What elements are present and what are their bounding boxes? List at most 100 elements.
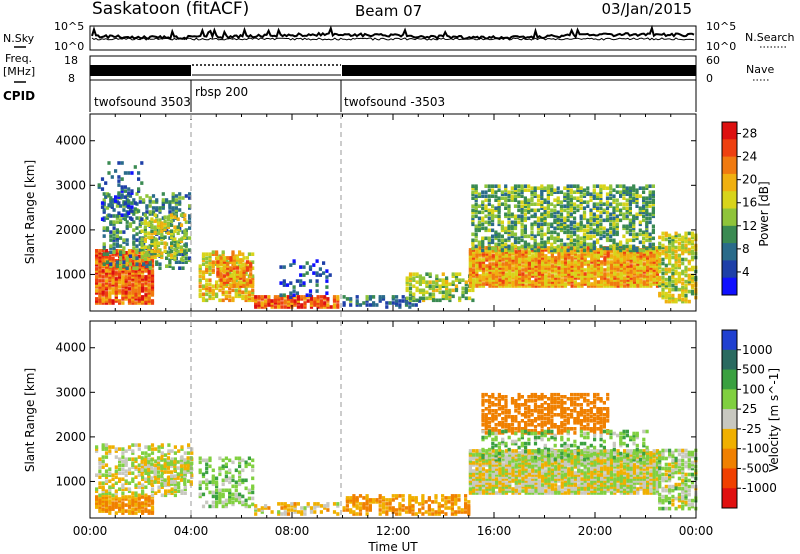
echo-cell xyxy=(534,272,538,276)
echo-cell xyxy=(270,305,274,309)
echo-cell xyxy=(309,508,314,512)
echo-cell xyxy=(527,206,531,210)
echo-cell xyxy=(533,186,537,190)
echo-cell xyxy=(642,206,646,210)
echo-cell xyxy=(497,220,501,225)
echo-cell xyxy=(117,175,121,179)
echo-cell xyxy=(154,477,158,481)
echo-cell xyxy=(589,242,593,247)
echo-cell xyxy=(241,494,245,499)
echo-cell xyxy=(98,265,102,269)
echo-cell xyxy=(365,303,369,307)
echo-cell xyxy=(127,251,132,255)
echo-cell xyxy=(510,212,514,217)
echo-cell xyxy=(580,248,584,252)
echo-cell xyxy=(123,217,127,221)
echo-cell xyxy=(153,249,157,254)
echo-cell xyxy=(134,277,138,281)
echo-cell xyxy=(140,253,144,258)
echo-cell xyxy=(504,258,509,262)
echo-cell xyxy=(531,250,535,254)
echo-cell xyxy=(684,237,688,242)
echo-cell xyxy=(668,283,672,288)
echo-cell xyxy=(477,192,481,196)
echo-cell xyxy=(590,256,594,260)
echo-cell xyxy=(589,192,593,196)
echo-cell xyxy=(451,280,455,284)
echo-cell xyxy=(101,473,105,477)
echo-cell xyxy=(498,250,502,254)
echo-cell xyxy=(134,511,138,515)
echo-cell xyxy=(95,259,99,263)
echo-cell xyxy=(612,206,616,210)
echo-cell xyxy=(132,236,136,240)
echo-cell xyxy=(134,279,138,283)
echo-cell xyxy=(114,253,118,257)
echo-cell xyxy=(648,184,652,188)
echo-cell xyxy=(664,285,668,290)
echo-cell xyxy=(484,236,488,241)
echo-cell xyxy=(158,262,162,266)
echo-cell xyxy=(418,274,422,278)
echo-cell xyxy=(583,278,587,282)
echo-cell xyxy=(559,204,564,208)
echo-cell xyxy=(267,297,271,301)
echo-cell xyxy=(215,250,219,254)
echo-cell xyxy=(242,280,246,284)
echo-cell xyxy=(623,276,627,280)
echo-cell xyxy=(349,297,353,301)
echo-cell xyxy=(144,277,148,281)
echo-cell xyxy=(141,279,145,283)
echo-cell xyxy=(166,221,170,225)
echo-cell xyxy=(553,218,557,223)
echo-cell xyxy=(144,479,148,483)
echo-cell xyxy=(491,208,495,213)
echo-cell xyxy=(500,248,504,253)
echo-cell xyxy=(521,272,525,276)
echo-cell xyxy=(251,486,255,491)
echo-cell xyxy=(247,456,251,461)
echo-cell xyxy=(536,232,541,237)
echo-cell xyxy=(98,261,102,265)
echo-cell xyxy=(537,278,541,282)
echo-cell xyxy=(628,224,632,229)
echo-cell xyxy=(141,501,145,505)
echo-cell xyxy=(234,488,238,493)
echo-cell xyxy=(365,295,369,299)
echo-cell xyxy=(100,205,105,209)
echo-cell xyxy=(606,256,610,260)
echo-cell xyxy=(134,503,138,507)
echo-cell xyxy=(570,274,574,278)
echo-cell xyxy=(211,478,215,483)
echo-cell xyxy=(241,458,245,463)
echo-cell xyxy=(352,496,356,500)
echo-cell xyxy=(322,261,326,265)
echo-cell xyxy=(121,275,125,279)
echo-cell xyxy=(531,280,535,284)
echo-cell xyxy=(616,274,620,278)
echo-cell xyxy=(137,297,141,301)
echo-cell xyxy=(527,184,531,188)
echo-cell xyxy=(219,258,223,262)
echo-cell xyxy=(190,451,194,455)
echo-cell xyxy=(292,261,296,265)
echo-cell xyxy=(582,236,587,241)
echo-cell xyxy=(554,258,558,262)
echo-cell xyxy=(144,451,148,455)
echo-cell xyxy=(556,234,560,239)
echo-cell xyxy=(144,471,148,475)
echo-cell xyxy=(254,301,258,305)
echo-cell xyxy=(438,278,442,282)
echo-cell xyxy=(251,458,255,463)
echo-cell xyxy=(277,512,281,516)
echo-cell xyxy=(674,253,678,258)
echo-cell xyxy=(95,281,99,285)
echo-cell xyxy=(485,268,489,272)
echo-cell xyxy=(599,198,603,202)
echo-cell xyxy=(101,291,105,295)
echo-cell xyxy=(222,264,226,268)
echo-cell xyxy=(140,456,144,460)
echo-cell xyxy=(120,161,124,165)
echo-cell xyxy=(118,497,122,501)
echo-cell xyxy=(504,266,509,270)
